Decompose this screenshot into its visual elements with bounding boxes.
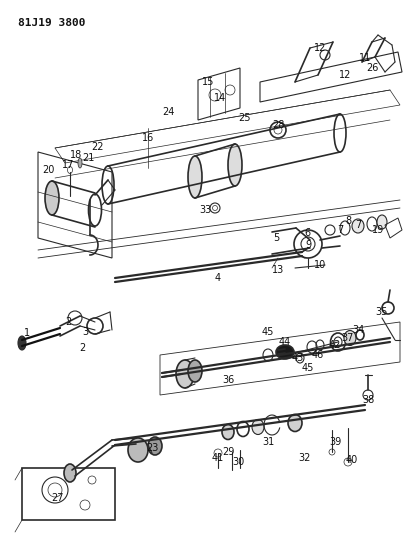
Ellipse shape xyxy=(78,158,82,168)
Text: 37: 37 xyxy=(341,333,353,343)
Ellipse shape xyxy=(148,437,162,455)
Text: 10: 10 xyxy=(313,260,325,270)
Text: 27: 27 xyxy=(51,493,64,503)
Ellipse shape xyxy=(18,336,26,350)
Ellipse shape xyxy=(228,144,241,186)
Ellipse shape xyxy=(376,215,386,229)
Text: 33: 33 xyxy=(198,205,211,215)
Text: 8: 8 xyxy=(344,216,350,226)
Text: 35: 35 xyxy=(375,307,387,317)
Text: 18: 18 xyxy=(70,150,82,160)
Text: 26: 26 xyxy=(365,63,377,73)
Ellipse shape xyxy=(252,419,263,434)
Text: 29: 29 xyxy=(221,447,234,457)
Text: 40: 40 xyxy=(345,455,357,465)
Text: 1: 1 xyxy=(24,328,30,338)
Text: 17: 17 xyxy=(62,160,74,170)
Text: 81J19 3800: 81J19 3800 xyxy=(18,18,85,28)
Ellipse shape xyxy=(287,415,301,432)
Text: 4: 4 xyxy=(214,273,220,283)
Text: 20: 20 xyxy=(42,165,54,175)
Ellipse shape xyxy=(64,464,76,482)
Ellipse shape xyxy=(45,181,59,215)
Text: 6: 6 xyxy=(303,228,309,238)
Text: 5: 5 xyxy=(272,233,279,243)
Text: 39: 39 xyxy=(328,437,340,447)
Text: 12: 12 xyxy=(313,43,325,53)
Text: 23: 23 xyxy=(145,443,158,453)
Text: 44: 44 xyxy=(278,337,290,347)
Ellipse shape xyxy=(222,424,233,440)
Text: 14: 14 xyxy=(213,93,226,103)
Text: 9: 9 xyxy=(304,240,310,250)
Text: 21: 21 xyxy=(82,153,94,163)
Text: 7: 7 xyxy=(336,225,342,235)
Ellipse shape xyxy=(188,360,202,382)
Text: 41: 41 xyxy=(211,453,224,463)
Text: 13: 13 xyxy=(271,265,284,275)
Text: 22: 22 xyxy=(92,142,104,152)
Text: 2: 2 xyxy=(65,317,71,327)
Text: 36: 36 xyxy=(221,375,234,385)
Ellipse shape xyxy=(275,345,293,359)
Text: 32: 32 xyxy=(298,453,310,463)
Text: 11: 11 xyxy=(358,53,370,63)
Text: 38: 38 xyxy=(361,395,373,405)
Text: 16: 16 xyxy=(141,133,154,143)
Text: 45: 45 xyxy=(301,363,313,373)
Ellipse shape xyxy=(343,330,355,345)
Text: 24: 24 xyxy=(162,107,174,117)
Ellipse shape xyxy=(188,156,202,198)
Text: 12: 12 xyxy=(338,70,350,80)
Ellipse shape xyxy=(128,438,148,462)
Text: 34: 34 xyxy=(351,325,363,335)
Text: 46: 46 xyxy=(311,350,323,360)
Text: 25: 25 xyxy=(238,113,251,123)
Ellipse shape xyxy=(175,360,194,388)
Text: 30: 30 xyxy=(231,457,243,467)
Text: 7: 7 xyxy=(354,220,360,230)
Text: 31: 31 xyxy=(261,437,273,447)
Text: 45: 45 xyxy=(261,327,273,337)
Text: 3: 3 xyxy=(82,327,88,337)
Ellipse shape xyxy=(351,219,363,233)
Text: 42: 42 xyxy=(328,340,340,350)
Text: 2: 2 xyxy=(79,343,85,353)
Text: 19: 19 xyxy=(371,225,383,235)
Text: 28: 28 xyxy=(271,120,283,130)
Text: 43: 43 xyxy=(291,353,303,363)
Text: 15: 15 xyxy=(201,77,214,87)
